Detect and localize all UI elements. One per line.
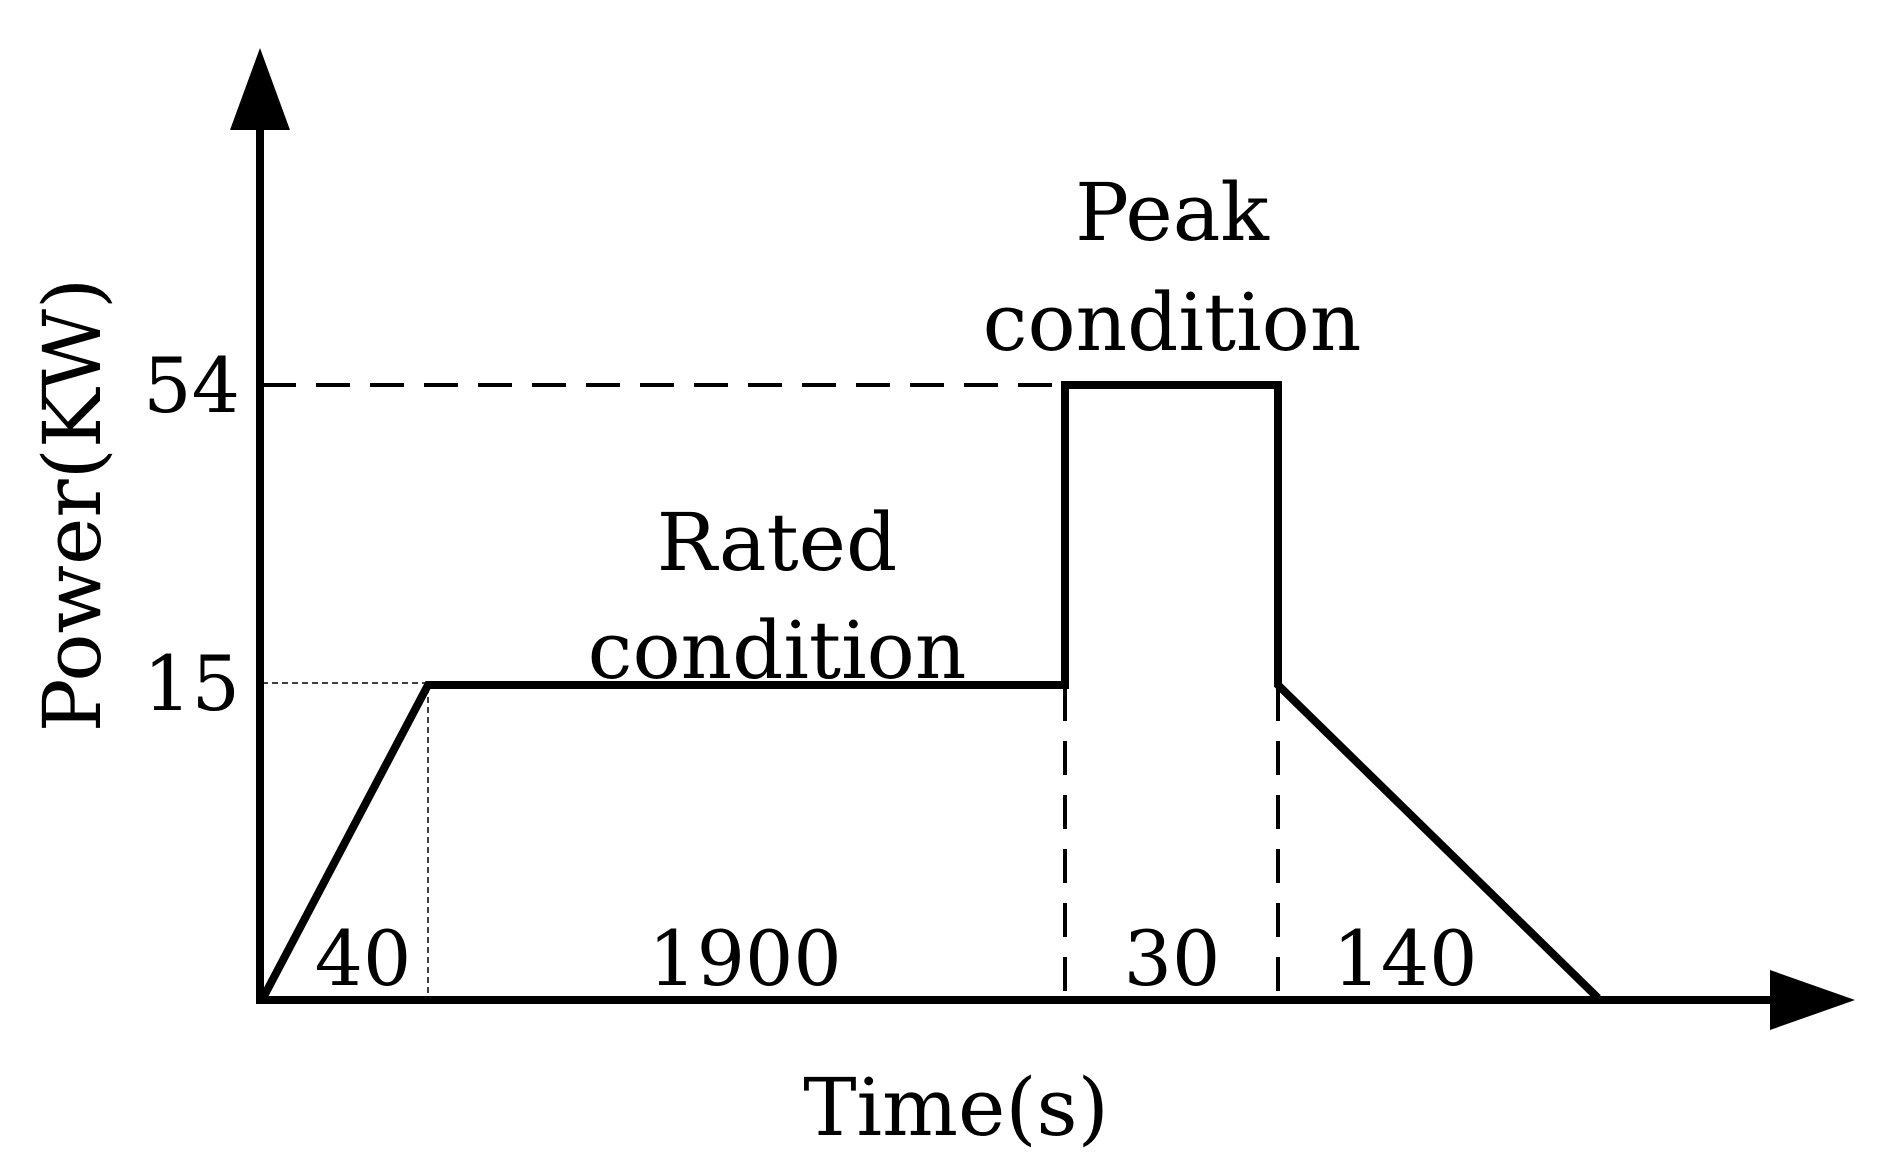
rated-condition-label-line1: Rated — [657, 496, 897, 589]
y-tick-label-15: 15 — [143, 639, 240, 728]
peak-condition-label-line2: condition — [983, 276, 1362, 369]
y-axis-arrow — [230, 48, 290, 130]
x-axis-arrow — [1770, 970, 1855, 1030]
duration-label-ramp-up: 40 — [315, 914, 412, 1003]
duration-label-peak: 30 — [1124, 914, 1221, 1003]
peak-condition-label-line1: Peak — [1075, 166, 1270, 259]
power-profile-line — [259, 381, 1601, 1001]
rated-condition-label-line2: condition — [588, 604, 967, 697]
x-axis-label: Time(s) — [803, 1061, 1109, 1154]
y-axis-label: Power(KW) — [26, 278, 119, 732]
duration-label-rated: 1900 — [648, 914, 841, 1003]
y-tick-label-54: 54 — [143, 341, 240, 430]
duration-label-ramp-down: 140 — [1332, 914, 1477, 1003]
